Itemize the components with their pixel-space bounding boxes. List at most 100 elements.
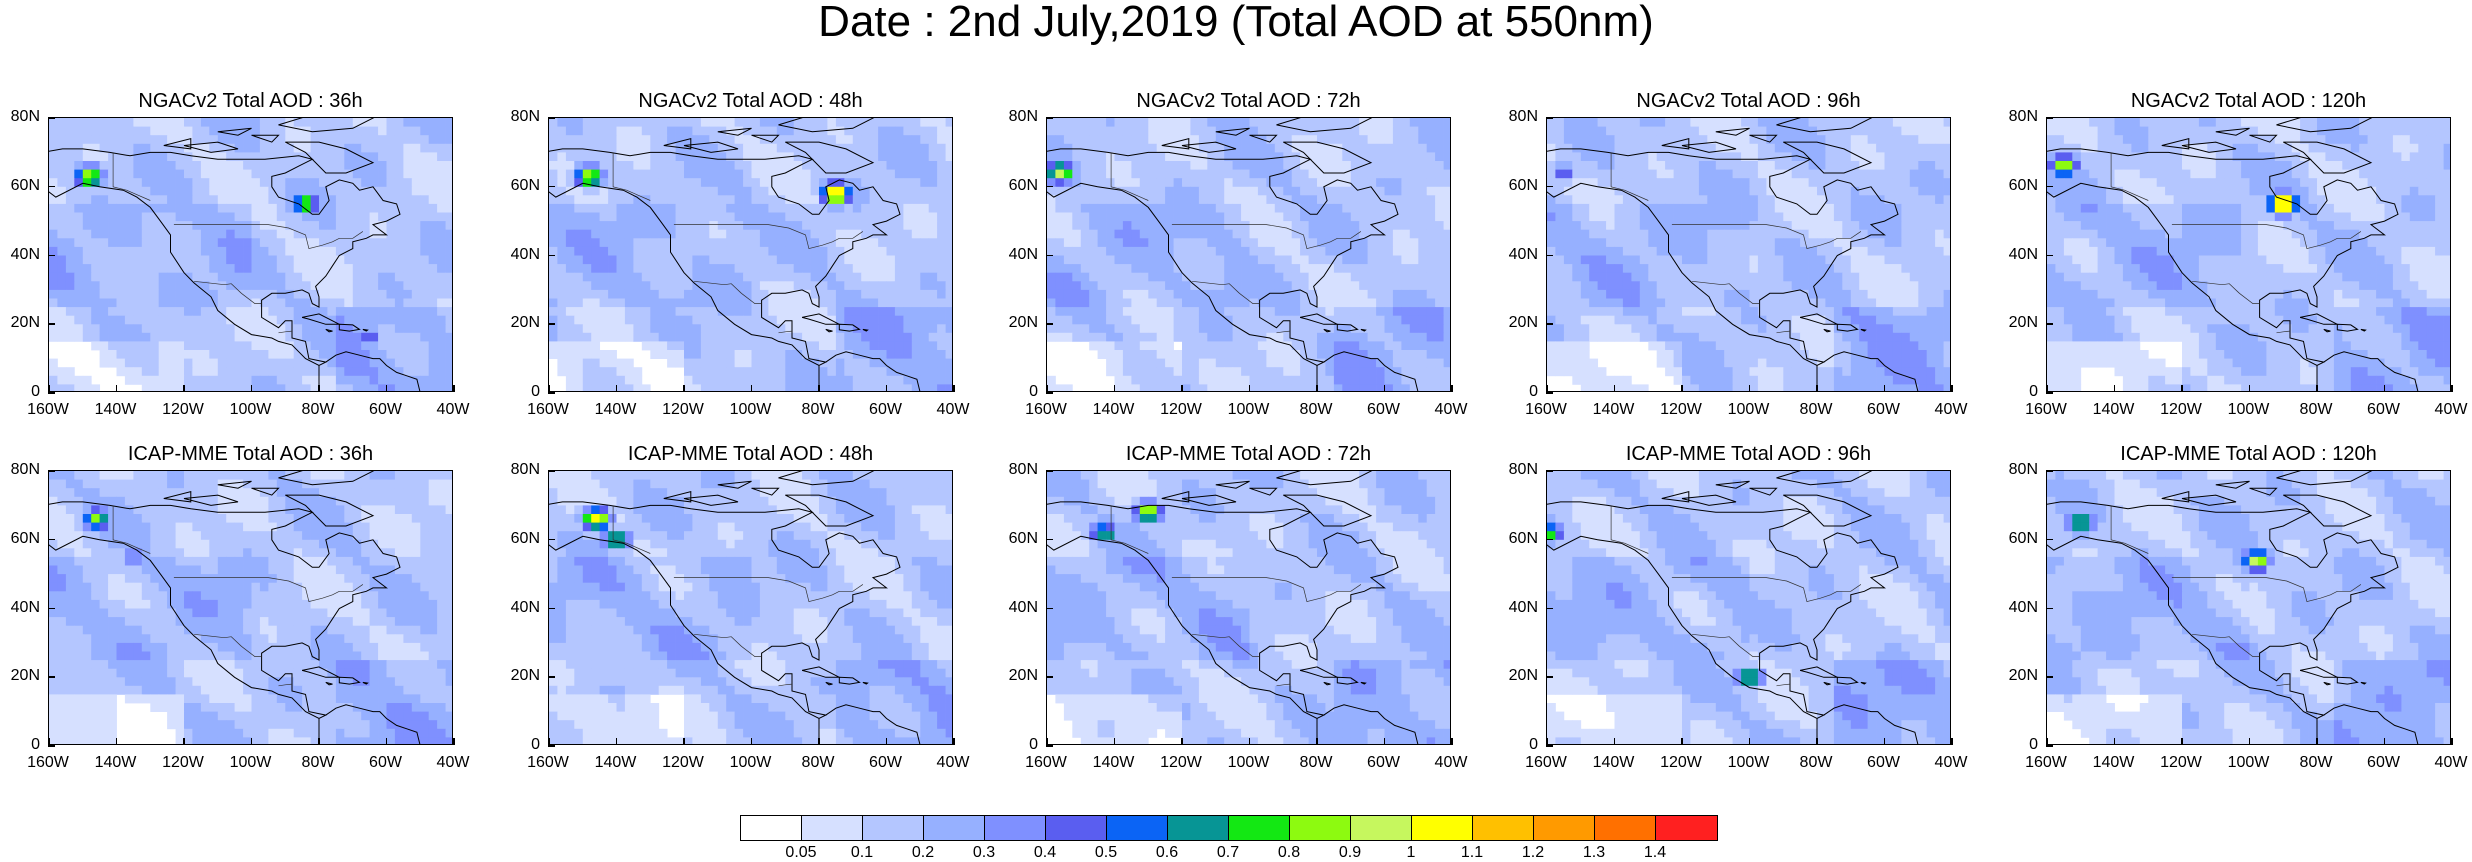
aod-cell <box>57 169 67 179</box>
aod-cell <box>608 135 617 145</box>
aod-cell <box>785 186 795 196</box>
aod-cell <box>124 272 134 282</box>
aod-cell <box>1232 281 1242 291</box>
aod-cell <box>445 169 452 179</box>
aod-cell <box>1215 161 1225 170</box>
aod-cell <box>894 161 904 170</box>
aod-cell <box>1283 118 1293 127</box>
aod-cell <box>234 118 244 127</box>
aod-cell <box>582 298 592 308</box>
aod-cell <box>641 255 651 265</box>
aod-cell <box>259 246 269 256</box>
aod-cell <box>759 272 769 282</box>
aod-cell <box>599 135 609 145</box>
aod-cell <box>403 358 413 368</box>
lon-tick-label: 120W <box>162 401 204 418</box>
aod-cell <box>574 367 584 377</box>
aod-cell <box>49 135 58 145</box>
aod-cell <box>835 118 845 127</box>
aod-cell <box>394 384 404 391</box>
aod-cell <box>1317 195 1326 205</box>
aod-cell <box>717 298 727 308</box>
coastline <box>1323 351 1419 391</box>
aod-cell <box>1182 384 1191 391</box>
aod-cell <box>565 238 575 248</box>
aod-cell <box>49 384 58 391</box>
aod-cell <box>234 169 244 179</box>
aod-cell <box>700 135 710 145</box>
aod-cell <box>565 203 575 213</box>
aod-cell <box>327 358 337 368</box>
aod-cell <box>1791 161 1801 170</box>
aod-cell <box>1401 161 1411 170</box>
aod-cell <box>1072 212 1082 222</box>
aod-cell <box>1884 143 1894 153</box>
aod-cell <box>1673 143 1683 153</box>
aod-cell <box>1072 126 1082 136</box>
aod-cell <box>641 238 651 248</box>
aod-cell <box>700 332 710 342</box>
aod-cell <box>768 272 778 282</box>
aod-cell <box>319 246 328 256</box>
aod-cell <box>158 332 168 342</box>
aod-cell <box>624 246 634 256</box>
aod-cell <box>1308 332 1318 342</box>
aod-cell <box>549 307 558 317</box>
aod-cell <box>403 384 413 391</box>
lon-tick-label: 40W <box>1434 401 1468 418</box>
aod-cell <box>920 152 930 162</box>
aod-cell <box>582 350 592 359</box>
aod-cell <box>1690 118 1700 127</box>
aod-cell <box>276 126 286 136</box>
aod-cell <box>1690 161 1700 170</box>
aod-cell <box>335 169 345 179</box>
aod-cell <box>82 375 92 385</box>
aod-cell <box>1224 203 1234 213</box>
aod-cell <box>574 384 584 391</box>
aod-cell <box>810 307 820 317</box>
aod-cell <box>1766 152 1776 162</box>
aod-cell <box>650 272 660 282</box>
aod-cell <box>945 161 952 170</box>
aod-cell <box>82 126 92 136</box>
aod-cell <box>1249 272 1259 282</box>
aod-cell <box>802 350 811 359</box>
aod-cell <box>684 307 693 317</box>
aod-cell <box>91 307 101 317</box>
aod-cell <box>1198 118 1208 127</box>
aod-cell <box>1291 350 1301 359</box>
aod-cell <box>445 212 452 222</box>
aod-cell <box>1724 126 1734 136</box>
aod-cell <box>82 307 92 317</box>
aod-cell <box>184 384 193 391</box>
aod-cell <box>1241 272 1250 282</box>
aod-cell <box>835 152 845 162</box>
aod-cell <box>1715 152 1725 162</box>
aod-cell <box>768 341 778 351</box>
aod-cell <box>1249 186 1259 196</box>
aod-cell <box>1859 135 1869 145</box>
island-outline <box>278 118 375 133</box>
aod-cell <box>616 143 626 153</box>
aod-cell <box>1106 315 1115 325</box>
aod-cell <box>57 367 67 377</box>
aod-cell <box>369 272 379 282</box>
aod-cell <box>1089 178 1099 188</box>
aod-cell <box>793 298 803 308</box>
aod-cell <box>835 367 845 377</box>
aod-cell <box>1359 341 1369 351</box>
aod-cell <box>827 143 837 153</box>
aod-cell <box>1901 152 1911 162</box>
aod-cell <box>352 195 362 205</box>
aod-cell <box>894 221 904 231</box>
aod-cell <box>226 212 236 222</box>
aod-cell <box>217 298 227 308</box>
aod-cell <box>91 289 101 299</box>
aod-cell <box>1580 135 1590 145</box>
aod-cell <box>1418 281 1428 291</box>
aod-cell <box>759 264 769 274</box>
aod-cell <box>633 135 643 145</box>
aod-cell <box>167 169 176 179</box>
aod-cell <box>793 221 803 231</box>
aod-cell <box>650 186 660 196</box>
